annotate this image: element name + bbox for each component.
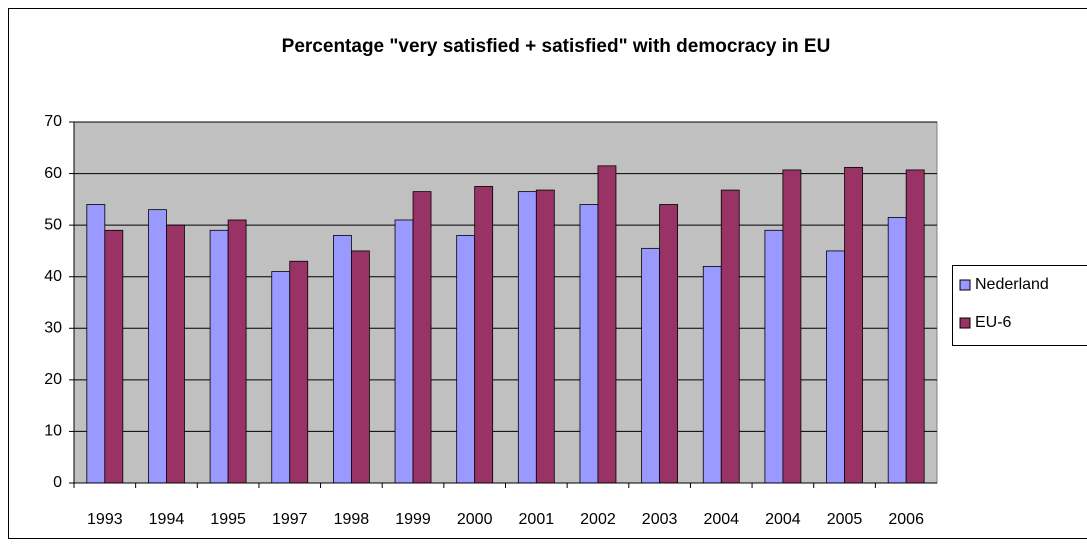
legend-swatch xyxy=(959,317,971,329)
x-tick-label: 2005 xyxy=(827,511,863,528)
y-tick-label: 40 xyxy=(44,268,62,285)
bar xyxy=(517,191,537,484)
bar xyxy=(412,191,432,484)
x-tick-label: 2000 xyxy=(457,511,493,528)
y-tick-label: 0 xyxy=(53,474,62,491)
bar xyxy=(227,219,247,484)
bar xyxy=(782,169,802,484)
bar xyxy=(905,169,925,484)
bar xyxy=(350,250,370,484)
y-tick-label: 70 xyxy=(44,113,62,130)
x-tick-label: 2006 xyxy=(888,511,924,528)
x-tick-label: 1994 xyxy=(149,511,185,528)
legend-swatch xyxy=(959,279,971,291)
x-tick-label: 2001 xyxy=(519,511,555,528)
bar xyxy=(720,189,740,484)
legend-label: EU-6 xyxy=(975,314,1012,331)
bar xyxy=(332,235,352,484)
x-tick-label: 1997 xyxy=(272,511,308,528)
x-tick-label: 2004 xyxy=(703,511,739,528)
bar xyxy=(86,204,106,484)
bar xyxy=(887,217,907,484)
legend-box xyxy=(952,265,1087,346)
bar xyxy=(641,247,661,484)
x-tick-label: 1998 xyxy=(334,511,370,528)
bar xyxy=(535,189,555,484)
bar xyxy=(474,186,494,484)
bar xyxy=(148,209,167,484)
bar xyxy=(579,204,599,484)
bar xyxy=(394,219,414,484)
bar xyxy=(271,271,291,484)
bar xyxy=(844,166,863,484)
x-tick-label: 1995 xyxy=(210,511,246,528)
bar xyxy=(659,204,679,484)
y-tick-label: 10 xyxy=(44,423,62,440)
plot-area xyxy=(73,121,938,484)
y-tick-label: 60 xyxy=(44,165,62,182)
x-tick-label: 2004 xyxy=(765,511,801,528)
chart-title: Percentage "very satisfied + satisfied" … xyxy=(282,36,831,57)
x-tick-label: 1999 xyxy=(395,511,431,528)
bar xyxy=(764,229,784,484)
bar xyxy=(826,250,845,484)
bar xyxy=(209,229,229,484)
bar xyxy=(597,165,617,484)
bar xyxy=(456,235,476,484)
y-tick-label: 20 xyxy=(44,371,62,388)
x-tick-label: 1993 xyxy=(87,511,123,528)
x-tick-label: 2003 xyxy=(642,511,678,528)
legend-label: Nederland xyxy=(975,276,1049,293)
y-tick-label: 50 xyxy=(44,216,62,233)
bar xyxy=(289,260,309,484)
bar xyxy=(702,265,722,484)
bar xyxy=(166,224,185,484)
y-tick-label: 30 xyxy=(44,320,62,337)
x-tick-label: 2002 xyxy=(580,511,616,528)
bar xyxy=(104,229,124,484)
